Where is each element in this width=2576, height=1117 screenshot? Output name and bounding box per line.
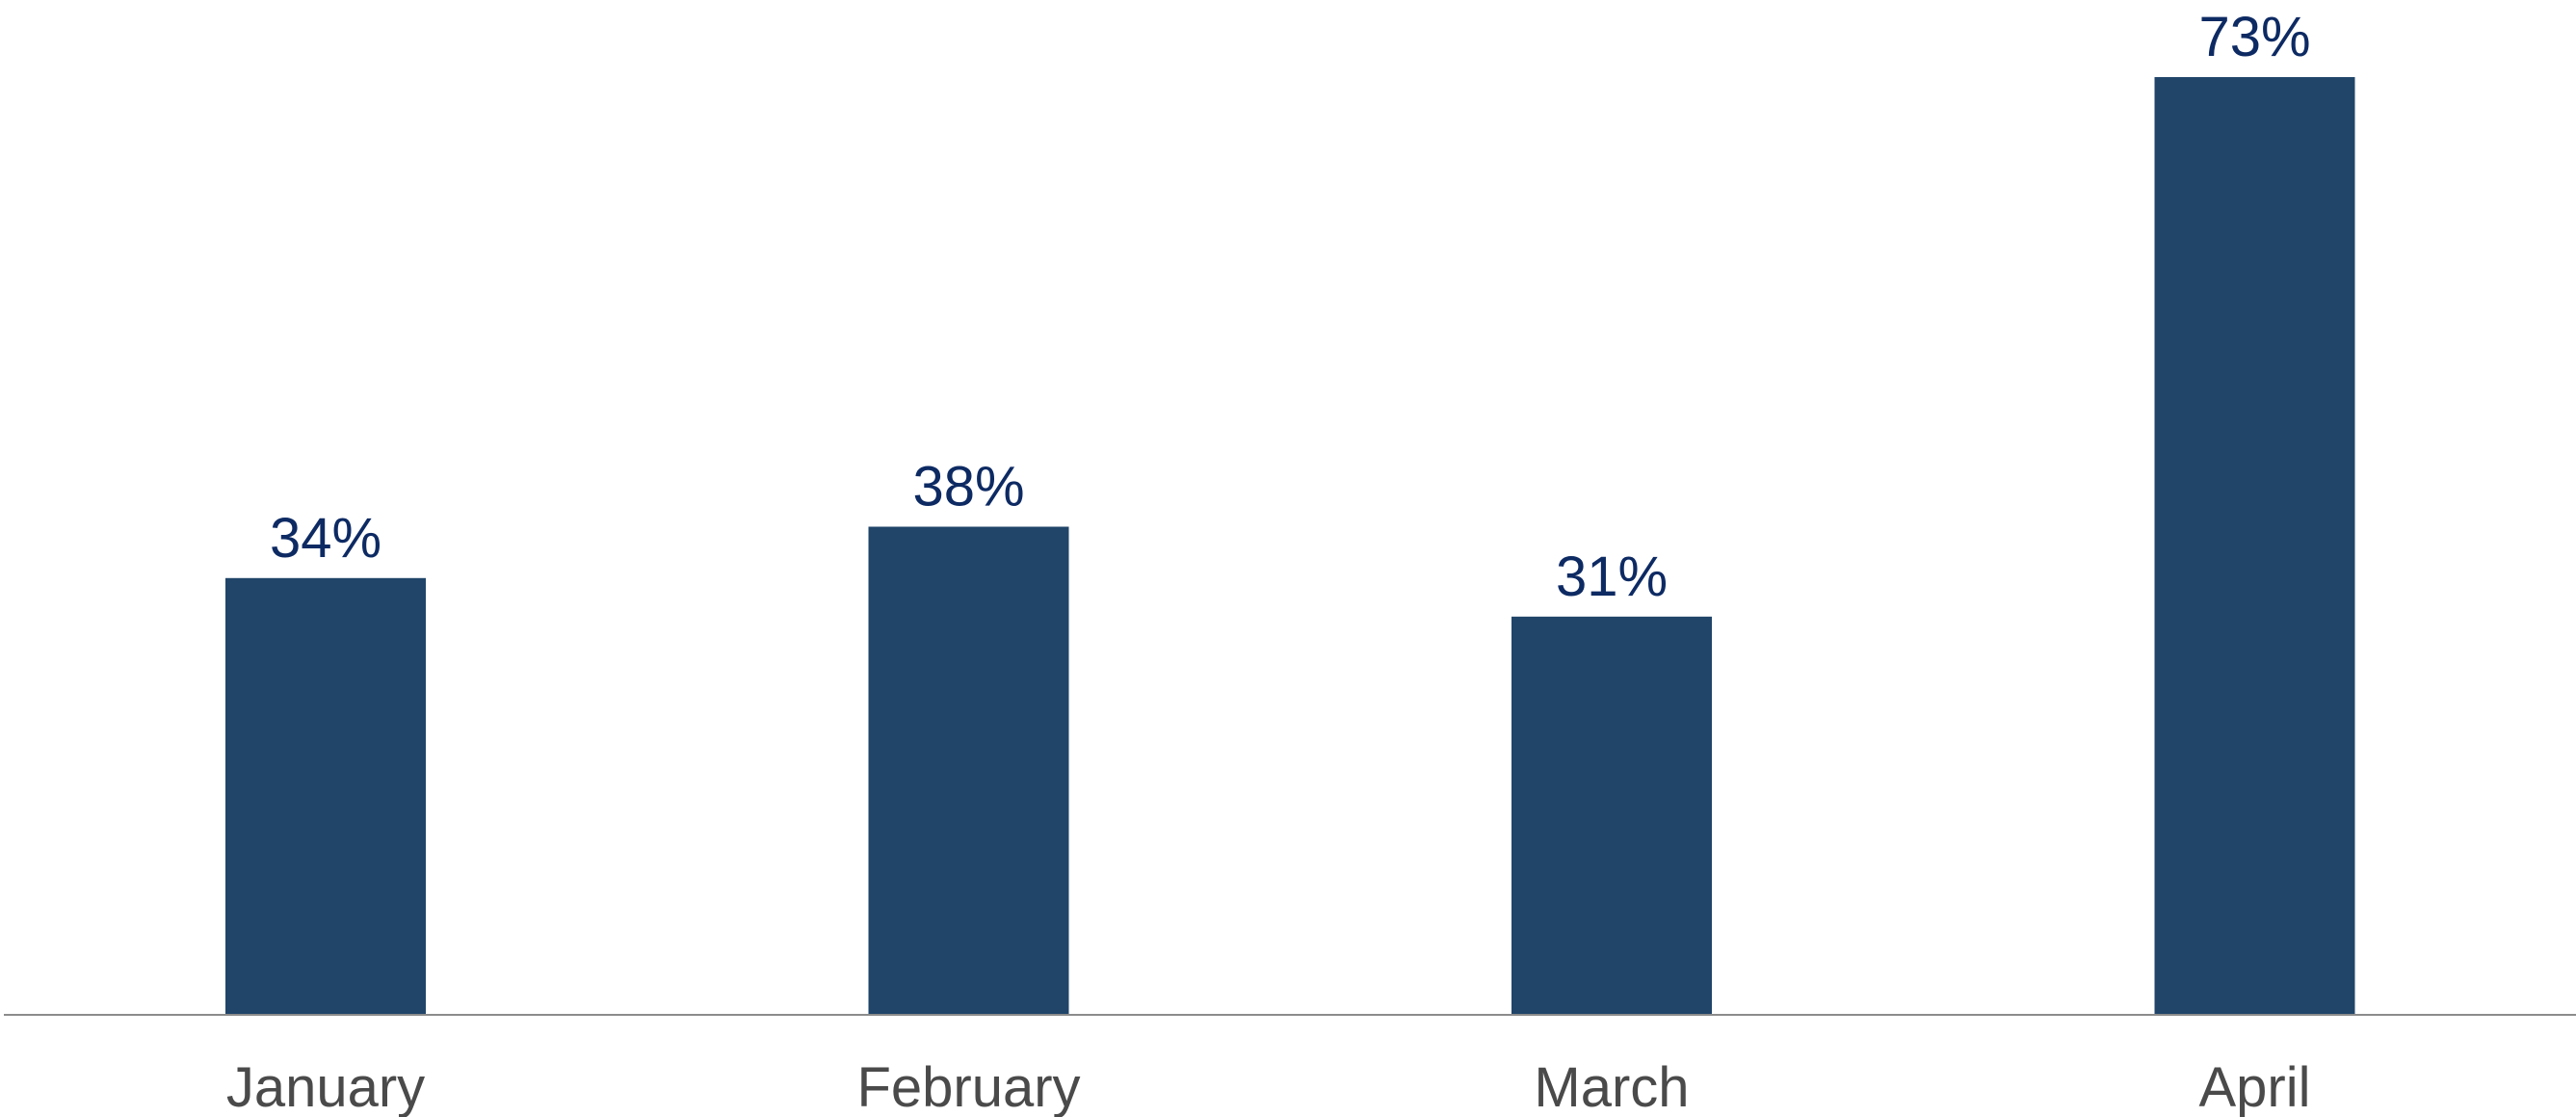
value-label-april: 73% [2198, 6, 2310, 68]
category-label-january: January [226, 1056, 425, 1117]
value-label-march: 31% [1556, 545, 1668, 608]
value-label-january: 34% [270, 507, 381, 570]
category-label-april: April [2198, 1056, 2310, 1117]
category-label-march: March [1534, 1056, 1689, 1117]
value-labels-group: 34% 38% 31% 73% [270, 6, 2311, 608]
bar-january [225, 577, 426, 1015]
bar-april [2154, 77, 2355, 1015]
value-label-february: 38% [912, 456, 1024, 519]
bars-group [225, 77, 2355, 1015]
bar-february [868, 526, 1069, 1015]
category-labels-group: January February March April [226, 1056, 2311, 1117]
bar-march [1511, 616, 1712, 1015]
category-label-february: February [856, 1056, 1080, 1117]
